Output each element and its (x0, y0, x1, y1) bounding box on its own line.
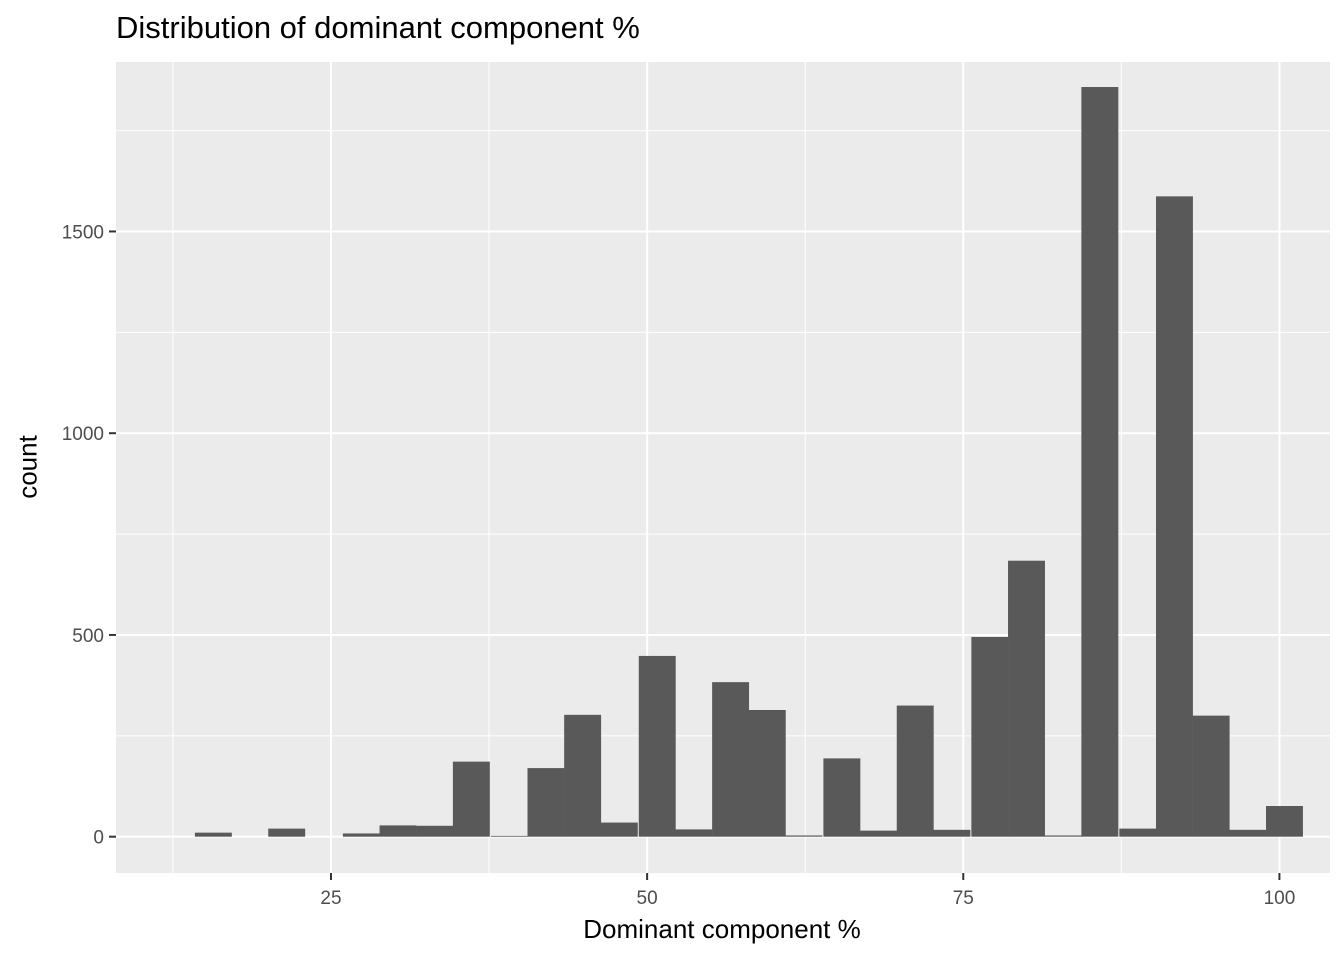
histogram-bar (933, 829, 971, 837)
chart-title: Distribution of dominant component % (116, 10, 640, 45)
y-tick-label: 1500 (62, 222, 104, 243)
histogram-bar (1192, 715, 1230, 837)
x-tick-label: 100 (1264, 888, 1296, 909)
histogram-bars (194, 87, 1303, 837)
histogram-bar (823, 758, 861, 837)
major-gridlines (116, 62, 1330, 873)
histogram-bar (896, 705, 934, 837)
axis-ticks (109, 230, 1281, 880)
x-axis-title: Dominant component % (583, 914, 861, 944)
histogram-bar (194, 832, 232, 837)
histogram-bar (860, 830, 898, 837)
histogram-bar (748, 709, 786, 837)
histogram-bar (490, 835, 528, 837)
histogram-bar (1229, 829, 1267, 837)
histogram-bar (416, 825, 454, 837)
histogram-bar (638, 655, 676, 837)
histogram-bar (1008, 560, 1045, 837)
histogram-bar (342, 833, 380, 837)
histogram-bar (452, 761, 490, 837)
histogram-bar (971, 636, 1009, 837)
histogram-bar (1044, 835, 1082, 837)
histogram-bar (712, 682, 750, 837)
histogram-bar (1119, 828, 1157, 837)
y-tick-label: 1000 (62, 424, 104, 445)
histogram-bar (379, 825, 417, 837)
histogram-bar (1266, 806, 1303, 837)
histogram-bar (1081, 87, 1119, 837)
x-tick-label: 50 (637, 888, 658, 909)
x-tick-label: 75 (953, 888, 974, 909)
histogram-bar (527, 768, 565, 837)
x-tick-label: 25 (320, 888, 341, 909)
histogram-bar (1155, 196, 1193, 837)
y-tick-label: 500 (72, 626, 104, 647)
y-axis-title: count (12, 435, 43, 499)
histogram-bar (600, 822, 638, 837)
minor-gridlines (116, 62, 1330, 873)
histogram-bar (564, 714, 602, 837)
y-tick-label: 0 (93, 828, 104, 849)
histogram-bar (675, 829, 713, 837)
histogram-bar (785, 835, 823, 837)
histogram-bar (268, 828, 306, 837)
